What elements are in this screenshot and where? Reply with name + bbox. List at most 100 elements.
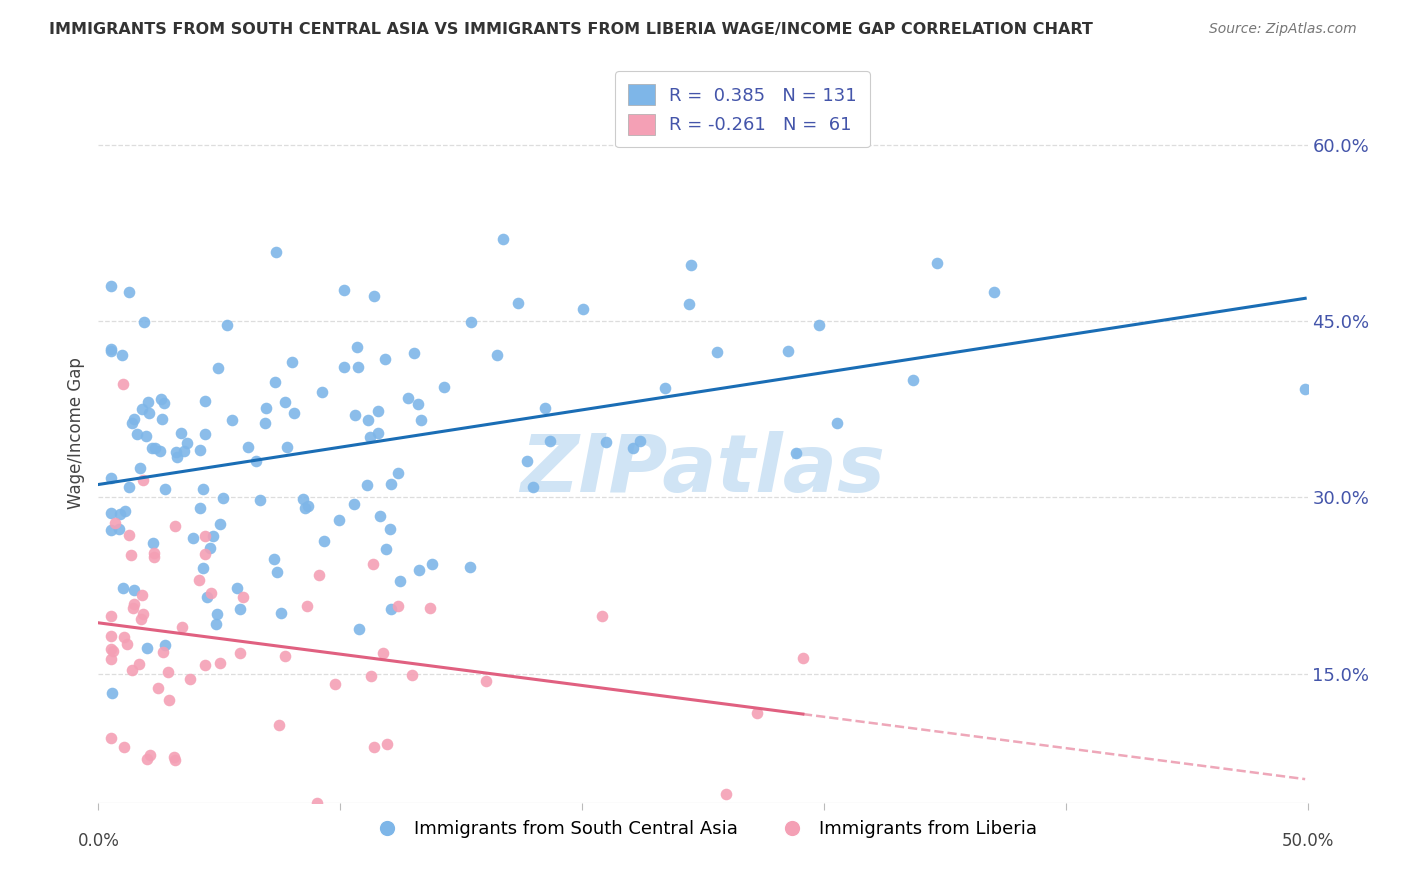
Point — [121, 664, 143, 678]
Point — [297, 499, 319, 513]
Point — [404, 346, 426, 360]
Text: 50.0%: 50.0% — [1281, 832, 1334, 850]
Point — [112, 740, 135, 755]
Point — [420, 557, 443, 571]
Point — [778, 344, 800, 359]
Point — [179, 672, 201, 686]
Point — [492, 232, 515, 246]
Point — [361, 557, 384, 571]
Point — [408, 563, 430, 577]
Point — [226, 581, 249, 595]
Point — [132, 474, 155, 488]
Point — [264, 244, 287, 259]
Point — [149, 444, 172, 458]
Point — [678, 297, 700, 311]
Point — [194, 547, 217, 561]
Point — [100, 506, 122, 520]
Point — [409, 413, 432, 427]
Point — [281, 354, 304, 368]
Point — [419, 601, 441, 615]
Point — [200, 586, 222, 600]
Point — [254, 401, 277, 415]
Point — [1294, 382, 1316, 396]
Point — [516, 454, 538, 468]
Point — [785, 446, 807, 460]
Point — [274, 648, 297, 663]
Point — [332, 284, 354, 298]
Point — [346, 340, 368, 354]
Text: Source: ZipAtlas.com: Source: ZipAtlas.com — [1209, 22, 1357, 37]
Point — [215, 318, 238, 332]
Point — [131, 401, 153, 416]
Point — [458, 559, 481, 574]
Point — [375, 737, 398, 751]
Point — [107, 522, 129, 536]
Point — [983, 285, 1005, 299]
Point — [522, 480, 544, 494]
Point — [150, 411, 173, 425]
Point — [283, 406, 305, 420]
Point — [328, 513, 350, 527]
Point — [114, 504, 136, 518]
Point — [124, 582, 146, 597]
Point — [122, 600, 145, 615]
Point — [120, 548, 142, 562]
Point — [100, 629, 122, 643]
Point — [121, 417, 143, 431]
Point — [162, 749, 184, 764]
Point — [152, 645, 174, 659]
Point — [927, 256, 949, 270]
Point — [183, 531, 205, 545]
Point — [143, 441, 166, 455]
Point — [131, 607, 153, 622]
Point — [129, 460, 152, 475]
Point — [825, 416, 848, 430]
Point — [143, 546, 166, 560]
Point — [311, 384, 333, 399]
Point — [343, 408, 366, 422]
Point — [100, 652, 122, 666]
Point — [367, 403, 389, 417]
Point — [406, 397, 429, 411]
Point — [136, 640, 159, 655]
Point — [198, 541, 221, 555]
Point — [367, 425, 389, 440]
Point — [153, 396, 176, 410]
Point — [165, 519, 187, 533]
Point — [342, 497, 364, 511]
Point — [263, 376, 285, 390]
Point — [208, 517, 231, 532]
Point — [124, 412, 146, 426]
Point — [236, 440, 259, 454]
Point — [270, 607, 292, 621]
Point — [187, 574, 209, 588]
Text: 0.0%: 0.0% — [77, 832, 120, 850]
Y-axis label: Wage/Income Gap: Wage/Income Gap — [67, 357, 86, 508]
Point — [139, 747, 162, 762]
Point — [194, 394, 217, 409]
Point — [118, 285, 141, 299]
Point — [591, 608, 613, 623]
Point — [209, 657, 232, 671]
Point — [191, 561, 214, 575]
Point — [291, 491, 314, 506]
Point — [131, 611, 153, 625]
Point — [165, 445, 187, 459]
Point — [232, 591, 254, 605]
Point — [100, 642, 122, 657]
Point — [388, 574, 411, 589]
Point — [363, 739, 385, 754]
Point — [681, 258, 703, 272]
Point — [380, 522, 402, 536]
Point — [188, 442, 211, 457]
Point — [165, 754, 187, 768]
Point — [122, 598, 145, 612]
Point — [100, 686, 122, 700]
Point — [207, 360, 229, 375]
Point — [380, 477, 402, 491]
Point — [101, 644, 124, 658]
Point — [356, 477, 378, 491]
Point — [901, 373, 924, 387]
Point — [207, 607, 229, 621]
Point — [100, 343, 122, 357]
